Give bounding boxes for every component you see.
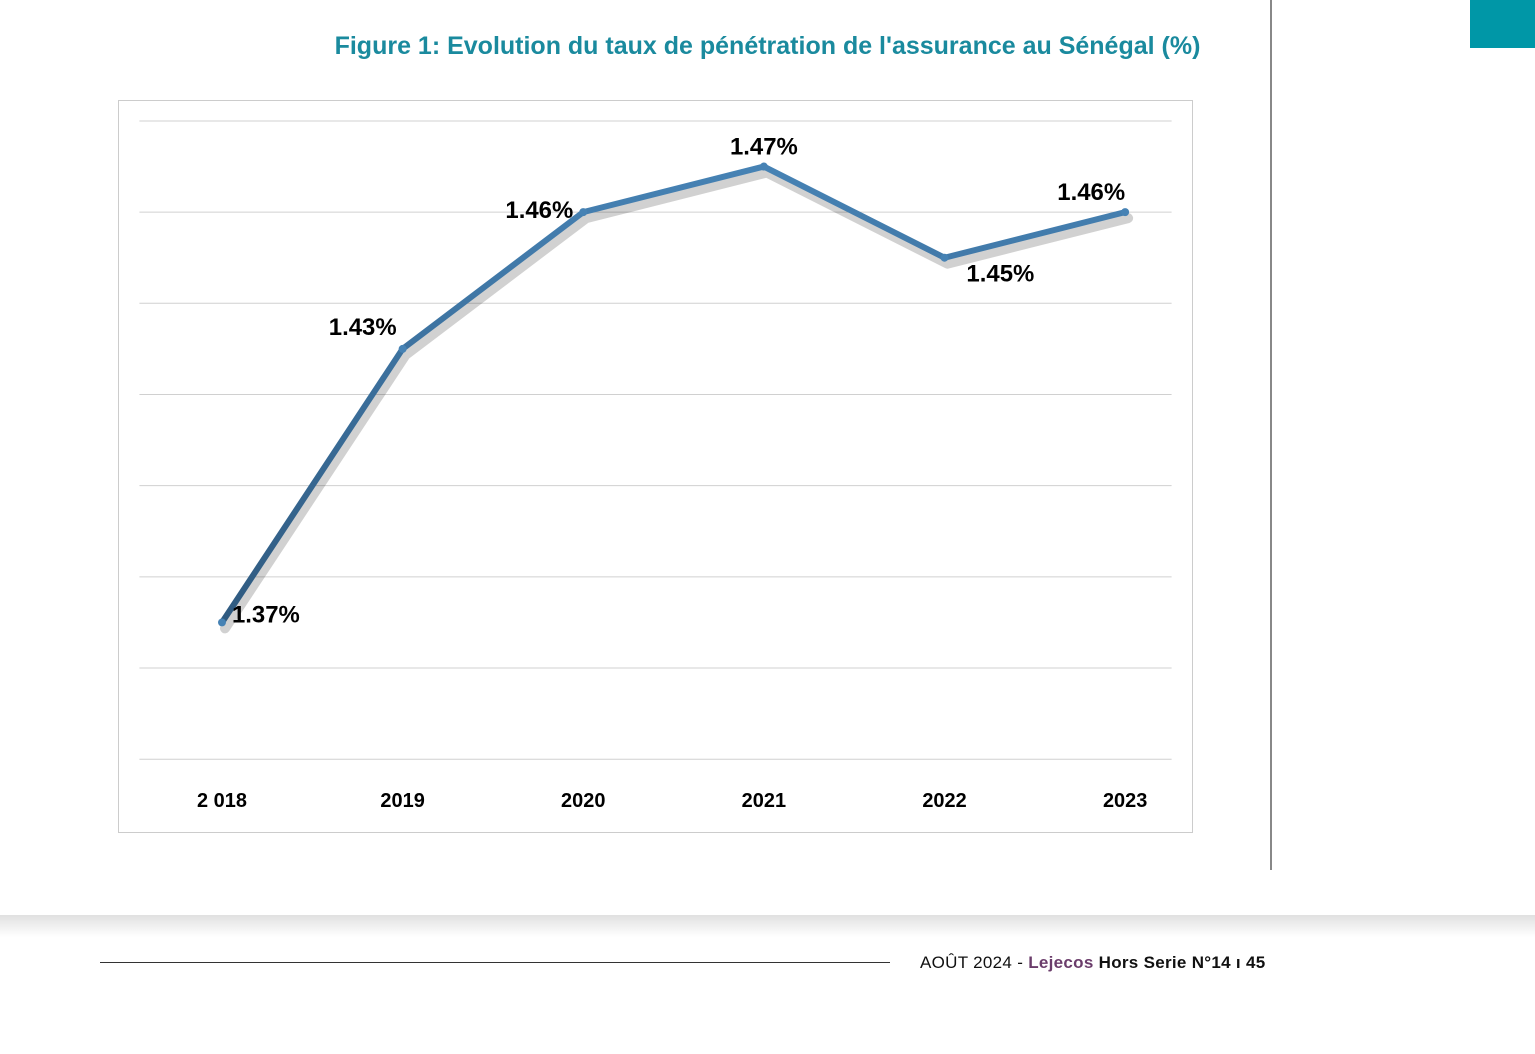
x-axis-label: 2023 [1103, 790, 1147, 812]
data-point [941, 254, 949, 262]
data-point [760, 163, 768, 171]
footer-rule [100, 962, 890, 963]
x-axis-label: 2019 [380, 790, 424, 812]
x-axis-label: 2 018 [197, 790, 247, 812]
right-divider [1270, 0, 1272, 870]
footer-text: AOÛT 2024 - Lejecos Hors Serie N°14 ı 45 [920, 953, 1265, 973]
x-axis-label: 2021 [742, 790, 786, 812]
footer-rest: Hors Serie N°14 [1094, 953, 1236, 972]
line-shadow [225, 173, 1128, 629]
data-label: 1.46% [505, 197, 573, 224]
footer-shadow [0, 915, 1535, 937]
figure-title: Figure 1: Evolution du taux de pénétrati… [0, 32, 1535, 61]
page: Figure 1: Evolution du taux de pénétrati… [0, 0, 1535, 1054]
penetration-chart: 1.37% 2 018 1.43% 2019 1.46% 2020 1.47% 2021 1.4… [118, 100, 1193, 833]
footer-brand: Lejecos [1028, 953, 1093, 972]
data-point [579, 208, 587, 216]
footer-date: AOÛT 2024 [920, 953, 1012, 972]
x-axis-label: 2022 [922, 790, 966, 812]
data-label: 1.45% [966, 261, 1034, 288]
data-label: 1.47% [730, 134, 798, 161]
data-label: 1.43% [329, 314, 397, 341]
footer-page: ı 45 [1236, 953, 1266, 972]
data-point [399, 345, 407, 353]
data-label: 1.46% [1057, 179, 1125, 206]
footer-sep: - [1012, 953, 1028, 972]
data-label: 1.37% [232, 601, 300, 628]
chart-svg: 1.37% 2 018 1.43% 2019 1.46% 2020 1.47% 2021 1.4… [119, 101, 1192, 832]
data-point [218, 618, 226, 626]
x-axis-label: 2020 [561, 790, 605, 812]
data-point [1121, 208, 1129, 216]
